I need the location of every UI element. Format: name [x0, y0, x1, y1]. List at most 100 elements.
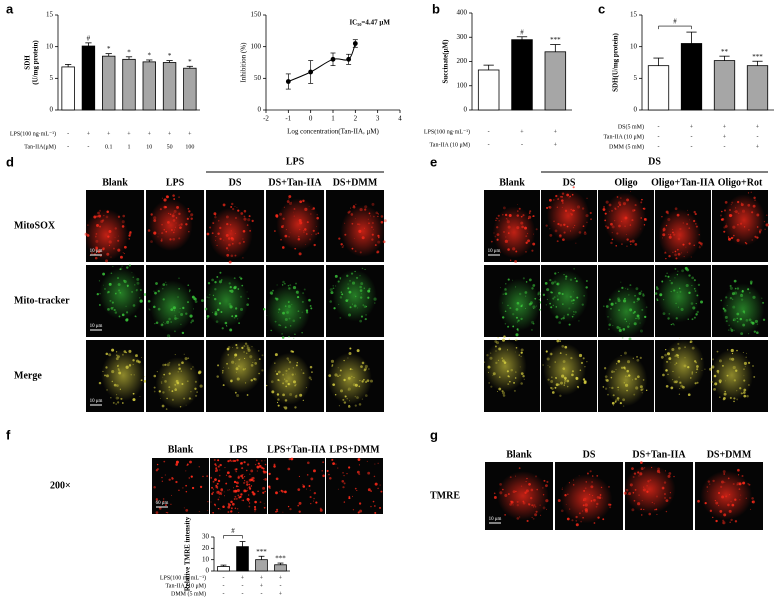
signal	[263, 307, 266, 311]
signal	[698, 234, 700, 236]
signal	[234, 507, 237, 510]
signal	[243, 345, 246, 348]
signal	[713, 387, 716, 391]
signal	[528, 215, 532, 219]
signal	[234, 353, 238, 357]
signal	[672, 233, 676, 236]
signal	[515, 346, 518, 349]
signal	[585, 481, 587, 483]
signal	[306, 474, 309, 476]
signal	[279, 324, 282, 327]
signal	[361, 293, 363, 295]
signal	[747, 288, 750, 291]
signal	[542, 364, 544, 366]
group-label: DS	[648, 156, 661, 167]
signal	[148, 199, 193, 251]
signal	[556, 283, 559, 286]
signal	[648, 512, 652, 516]
signal	[674, 267, 677, 270]
signal	[639, 322, 641, 324]
signal	[691, 284, 693, 287]
signal	[296, 291, 298, 293]
signal	[284, 234, 288, 238]
condition-value: 10	[146, 144, 152, 150]
signal	[575, 520, 577, 522]
signal	[269, 291, 273, 295]
condition-label: LPS(100 ng·mL⁻¹)	[10, 130, 56, 137]
signal	[289, 232, 291, 234]
signal	[677, 270, 679, 272]
signal	[743, 375, 745, 377]
signal	[233, 498, 236, 500]
signal	[288, 317, 291, 320]
signal	[211, 492, 214, 495]
signal	[284, 305, 287, 307]
signal	[354, 295, 357, 298]
signal	[521, 225, 524, 229]
signal	[622, 299, 627, 303]
signal	[496, 238, 499, 241]
signal	[212, 311, 213, 313]
signal	[274, 362, 276, 364]
signal	[728, 237, 731, 241]
signal	[608, 203, 612, 207]
signal	[193, 308, 194, 310]
signal	[620, 220, 623, 223]
signal	[190, 213, 194, 217]
signal	[330, 359, 335, 363]
signal	[656, 286, 658, 288]
signal	[272, 289, 274, 292]
signal	[341, 479, 345, 483]
signal	[333, 307, 336, 310]
signal	[348, 290, 352, 294]
signal	[169, 213, 172, 216]
signal	[217, 232, 220, 235]
signal	[266, 315, 268, 316]
signal	[294, 395, 298, 398]
signal	[374, 482, 378, 486]
signal	[174, 315, 176, 317]
bar	[183, 67, 197, 111]
signal	[524, 491, 527, 494]
signal	[150, 240, 153, 244]
signal	[214, 288, 217, 291]
signal	[264, 470, 267, 474]
signal	[342, 398, 345, 401]
signal	[356, 349, 360, 353]
signal	[745, 356, 747, 358]
signal	[680, 307, 684, 311]
signal	[377, 487, 379, 490]
signal	[730, 236, 734, 240]
signal	[364, 317, 367, 321]
signal	[563, 382, 566, 384]
panel-label: g	[430, 427, 438, 442]
signal	[503, 361, 507, 364]
signal	[279, 212, 283, 216]
signal	[125, 318, 129, 321]
signal	[665, 384, 669, 388]
signal	[590, 500, 593, 502]
signal	[668, 357, 672, 361]
signal	[677, 252, 681, 256]
signal	[246, 483, 249, 486]
signal	[532, 322, 535, 325]
signal	[745, 497, 747, 499]
signal	[370, 505, 372, 508]
signal	[748, 229, 750, 231]
signal	[624, 368, 626, 370]
signal	[214, 312, 218, 316]
signal	[104, 374, 106, 377]
signal	[709, 367, 712, 371]
signal	[696, 365, 699, 368]
signal	[224, 495, 225, 497]
signal	[562, 238, 565, 242]
signal	[728, 509, 732, 513]
signal	[516, 517, 520, 520]
signal	[279, 490, 281, 492]
signal	[512, 504, 514, 506]
signal	[302, 372, 305, 375]
signal	[736, 287, 740, 290]
signal	[750, 508, 752, 510]
row-label: TMRE	[430, 490, 460, 501]
signal	[677, 342, 680, 346]
